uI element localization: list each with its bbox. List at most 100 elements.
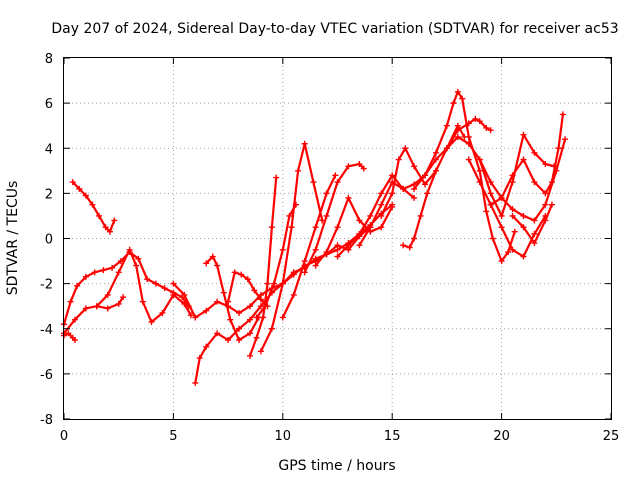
data-point-marker bbox=[483, 208, 490, 215]
data-point-marker bbox=[246, 352, 253, 359]
data-point-marker bbox=[450, 100, 457, 107]
data-point-marker bbox=[487, 201, 494, 208]
data-point-marker bbox=[238, 271, 245, 278]
data-point-marker bbox=[253, 334, 260, 341]
series-line bbox=[205, 255, 260, 342]
series-arc-j bbox=[246, 174, 280, 359]
data-point-marker bbox=[332, 172, 339, 179]
data-point-marker bbox=[196, 355, 203, 362]
data-point-marker bbox=[106, 228, 113, 235]
data-point-marker bbox=[487, 190, 494, 197]
series-line bbox=[478, 133, 556, 217]
data-point-marker bbox=[465, 156, 472, 163]
data-point-marker bbox=[246, 303, 253, 310]
data-point-marker bbox=[345, 242, 352, 249]
data-point-marker bbox=[82, 273, 89, 280]
series-line bbox=[255, 203, 297, 319]
data-point-marker bbox=[67, 298, 74, 305]
data-point-marker bbox=[290, 291, 297, 298]
y-tick-label: -6 bbox=[40, 368, 53, 383]
data-point-marker bbox=[159, 309, 166, 316]
data-point-marker bbox=[548, 201, 555, 208]
series-arc-e bbox=[93, 246, 194, 325]
data-point-marker bbox=[411, 185, 418, 192]
series-line bbox=[62, 296, 125, 335]
data-point-marker bbox=[520, 156, 527, 163]
series-arc-k bbox=[253, 201, 299, 321]
series-arc-d bbox=[69, 179, 118, 235]
data-point-marker bbox=[181, 291, 188, 298]
y-tick-label: 2 bbox=[45, 187, 53, 202]
data-point-marker bbox=[246, 330, 253, 337]
data-point-marker bbox=[203, 307, 210, 314]
data-point-marker bbox=[203, 260, 210, 267]
data-point-marker bbox=[334, 242, 341, 249]
data-point-marker bbox=[345, 194, 352, 201]
data-point-marker bbox=[264, 280, 271, 287]
data-point-marker bbox=[181, 300, 188, 307]
data-point-marker bbox=[220, 289, 227, 296]
data-point-marker bbox=[148, 318, 155, 325]
data-point-marker bbox=[531, 217, 538, 224]
data-point-marker bbox=[273, 174, 280, 181]
data-point-marker bbox=[236, 325, 243, 332]
data-point-marker bbox=[542, 190, 549, 197]
data-point-marker bbox=[520, 224, 527, 231]
series-line bbox=[402, 124, 466, 249]
data-point-marker bbox=[236, 309, 243, 316]
x-tick-label: 0 bbox=[60, 429, 68, 444]
data-point-marker bbox=[71, 316, 78, 323]
data-point-marker bbox=[104, 291, 111, 298]
data-point-marker bbox=[422, 181, 429, 188]
data-point-marker bbox=[111, 217, 118, 224]
data-point-marker bbox=[345, 163, 352, 170]
x-axis-title: GPS time / hours bbox=[278, 458, 395, 474]
data-point-marker bbox=[251, 287, 258, 294]
data-point-marker bbox=[82, 192, 89, 199]
series-line bbox=[62, 250, 190, 326]
data-point-marker bbox=[356, 217, 363, 224]
gridlines bbox=[64, 58, 611, 419]
data-point-marker bbox=[509, 212, 516, 219]
data-point-marker bbox=[520, 253, 527, 260]
data-point-marker bbox=[406, 244, 413, 251]
series-line bbox=[281, 174, 337, 319]
y-tick-label: 0 bbox=[45, 233, 53, 248]
y-tick-label: 4 bbox=[45, 142, 53, 157]
data-point-marker bbox=[367, 212, 374, 219]
data-point-marker bbox=[102, 224, 109, 231]
data-point-marker bbox=[542, 161, 549, 168]
data-point-marker bbox=[323, 212, 330, 219]
data-point-marker bbox=[520, 212, 527, 219]
data-point-marker bbox=[562, 136, 569, 143]
data-point-marker bbox=[268, 325, 275, 332]
chart-title: Day 207 of 2024, Sidereal Day-to-day VTE… bbox=[51, 21, 618, 37]
series-line bbox=[489, 113, 565, 206]
data-point-marker bbox=[411, 235, 418, 242]
series-line bbox=[259, 142, 324, 353]
data-point-marker bbox=[511, 228, 518, 235]
data-point-marker bbox=[334, 224, 341, 231]
data-point-marker bbox=[367, 224, 374, 231]
data-point-marker bbox=[187, 312, 194, 319]
data-point-marker bbox=[476, 179, 483, 186]
data-point-marker bbox=[312, 246, 319, 253]
data-point-marker bbox=[227, 316, 234, 323]
plot-frame bbox=[63, 57, 612, 420]
series-arc-i bbox=[225, 269, 271, 310]
y-tick-label: 6 bbox=[45, 97, 53, 112]
data-point-marker bbox=[356, 161, 363, 168]
series-arc-r bbox=[378, 145, 439, 219]
data-point-marker bbox=[443, 122, 450, 129]
data-point-marker bbox=[476, 156, 483, 163]
series-line bbox=[71, 181, 116, 233]
data-point-marker bbox=[505, 249, 512, 256]
data-point-marker bbox=[91, 269, 98, 276]
data-point-marker bbox=[356, 230, 363, 237]
data-point-marker bbox=[465, 133, 472, 140]
data-point-marker bbox=[115, 269, 122, 276]
data-point-marker bbox=[312, 224, 319, 231]
data-point-marker bbox=[509, 246, 516, 253]
series-line bbox=[248, 176, 278, 357]
data-point-marker bbox=[301, 140, 308, 147]
